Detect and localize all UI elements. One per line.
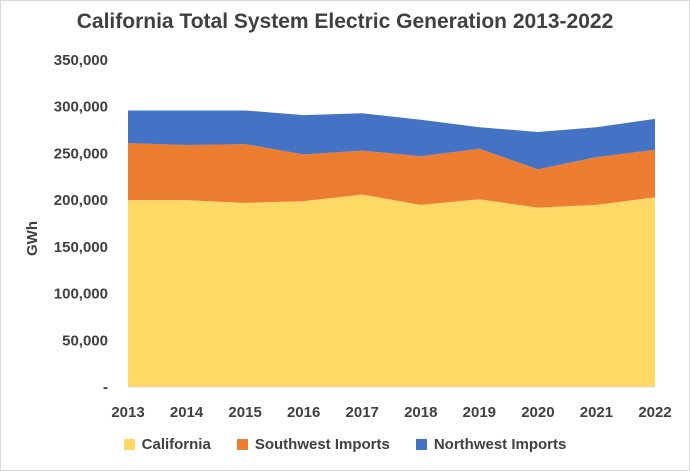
- area-northwest-imports: [128, 110, 655, 170]
- legend-swatch-california: [123, 439, 135, 450]
- legend-swatch-southwest-imports: [236, 439, 248, 450]
- x-tick-label: 2018: [404, 404, 437, 421]
- y-axis-label: GWh: [24, 221, 41, 256]
- x-tick-label: 2013: [111, 404, 144, 421]
- x-tick-label: 2017: [346, 404, 379, 421]
- y-tick-label: 300,000: [54, 99, 108, 116]
- x-tick-label: 2021: [580, 404, 613, 421]
- x-tick-label: 2019: [463, 404, 496, 421]
- area-southwest-imports: [128, 143, 655, 208]
- y-tick-label: 250,000: [54, 145, 108, 162]
- legend-item-california: California: [123, 436, 211, 453]
- y-tick-label: 150,000: [54, 239, 108, 256]
- legend-item-northwest-imports: Northwest Imports: [415, 436, 567, 453]
- legend-label-northwest-imports: Northwest Imports: [433, 436, 567, 453]
- y-tick-label: 50,000: [62, 332, 108, 349]
- area-california: [128, 194, 655, 387]
- y-tick-label: 100,000: [54, 286, 108, 303]
- y-tick-label: -: [103, 379, 108, 396]
- chart-legend: California Southwest Imports Northwest I…: [0, 436, 690, 453]
- y-tick-label: 350,000: [54, 52, 108, 69]
- legend-label-southwest-imports: Southwest Imports: [254, 436, 390, 453]
- y-tick-label: 200,000: [54, 192, 108, 209]
- x-tick-label: 2022: [638, 404, 671, 421]
- x-tick-label: 2015: [228, 404, 261, 421]
- legend-swatch-northwest-imports: [415, 439, 427, 450]
- legend-item-southwest-imports: Southwest Imports: [236, 436, 390, 453]
- chart-title: California Total System Electric Generat…: [76, 10, 614, 33]
- legend-label-california: California: [141, 436, 211, 453]
- x-tick-label: 2014: [170, 404, 204, 421]
- x-tick-label: 2020: [521, 404, 554, 421]
- x-tick-label: 2016: [287, 404, 320, 421]
